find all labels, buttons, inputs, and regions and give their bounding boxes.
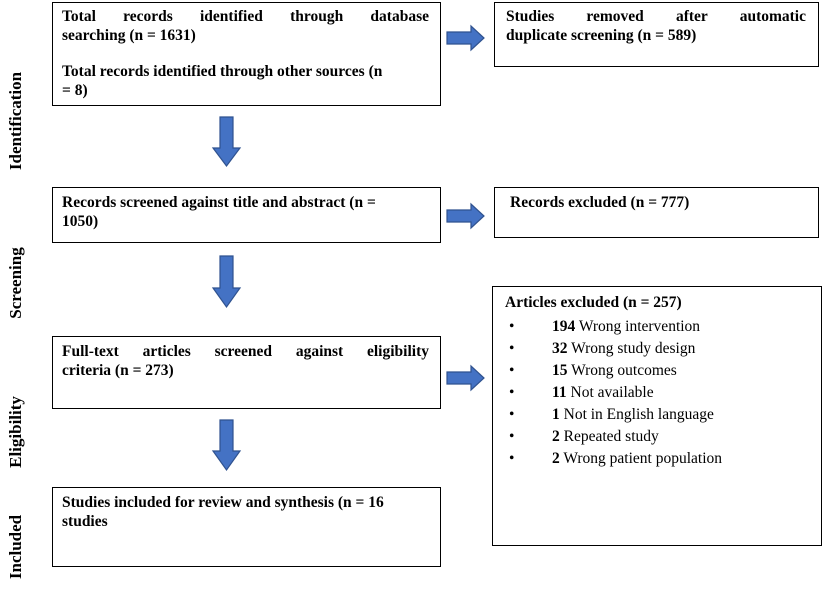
exclusion-reason-item: • 2 Repeated study — [509, 426, 722, 448]
articles-excluded-box: Articles excluded (n = 257) • 194 Wrong i… — [492, 286, 822, 546]
duplicates-removed-box: Studies removed after automatic duplicat… — [494, 2, 819, 67]
articles-excluded-title: Articles excluded (n = 257) — [505, 294, 682, 311]
identified-other-line1: Total records identified through other s… — [62, 63, 383, 80]
bullet-icon: • — [509, 384, 515, 401]
arrow-down-to-eligibility — [211, 255, 242, 309]
exclusion-count: 194 — [552, 318, 576, 335]
exclusion-reasons-list: • 194 Wrong intervention • 32 Wrong study d… — [509, 316, 722, 470]
identified-db-line2: searching (n = 1631) — [62, 27, 196, 44]
exclusion-count: 11 — [552, 384, 567, 401]
exclusion-count: 2 — [552, 428, 560, 445]
arrow-right-to-records-excluded — [446, 202, 485, 230]
fulltext-box: Full-text articles screened against elig… — [52, 336, 441, 409]
exclusion-reason-item: • 194 Wrong intervention — [509, 316, 722, 338]
included-studies-box: Studies included for review and synthesi… — [52, 487, 441, 567]
exclusion-count: 32 — [552, 340, 568, 357]
exclusion-reason-item: • 11 Not available — [509, 382, 722, 404]
screened-line1: Records screened against title and abstr… — [62, 194, 376, 211]
included-studies-line1: Studies included for review and synthesi… — [62, 494, 384, 511]
identified-db-line1: Total records identified through databas… — [62, 8, 429, 25]
exclusion-count: 2 — [552, 450, 560, 467]
bullet-icon: • — [509, 450, 515, 467]
arrow-right-to-duplicates — [446, 24, 485, 52]
arrow-down-to-included — [211, 419, 242, 472]
identified-other-line2: = 8) — [62, 82, 88, 99]
exclusion-count: 15 — [552, 362, 568, 379]
bullet-icon: • — [509, 428, 515, 445]
removed-duplicates-line1: Studies removed after automatic — [506, 8, 806, 25]
exclusion-reason: Wrong outcomes — [571, 362, 677, 379]
exclusion-reason-item: • 2 Wrong patient population — [509, 448, 722, 470]
arrow-down-to-screening — [211, 116, 242, 167]
exclusion-reason: Not available — [570, 384, 654, 401]
exclusion-reason: Wrong intervention — [578, 318, 701, 335]
records-excluded-box: Records excluded (n = 777) — [494, 187, 819, 238]
fulltext-line1: Full-text articles screened against elig… — [62, 343, 429, 360]
exclusion-reason-item: • 15 Wrong outcomes — [509, 360, 722, 382]
bullet-icon: • — [509, 362, 515, 379]
removed-duplicates-line2: duplicate screening (n = 589) — [506, 27, 697, 44]
screened-box: Records screened against title and abstr… — [52, 187, 441, 243]
arrow-right-to-articles-excluded — [446, 364, 485, 392]
screened-line2: 1050) — [62, 213, 99, 230]
bullet-icon: • — [509, 406, 515, 423]
records-excluded-text: Records excluded (n = 777) — [510, 194, 690, 211]
exclusion-reason: Wrong study design — [571, 340, 696, 357]
bullet-icon: • — [509, 318, 515, 335]
fulltext-line2: criteria (n = 273) — [62, 362, 174, 379]
bullet-icon: • — [509, 340, 515, 357]
exclusion-reason-item: • 32 Wrong study design — [509, 338, 722, 360]
exclusion-reason: Not in English language — [563, 406, 714, 423]
exclusion-reason-item: • 1 Not in English language — [509, 404, 722, 426]
exclusion-count: 1 — [552, 406, 560, 423]
included-studies-line2: studies — [62, 513, 108, 530]
exclusion-reason: Repeated study — [563, 428, 659, 445]
exclusion-reason: Wrong patient population — [563, 450, 723, 467]
identification-box: Total records identified through databas… — [52, 2, 441, 106]
